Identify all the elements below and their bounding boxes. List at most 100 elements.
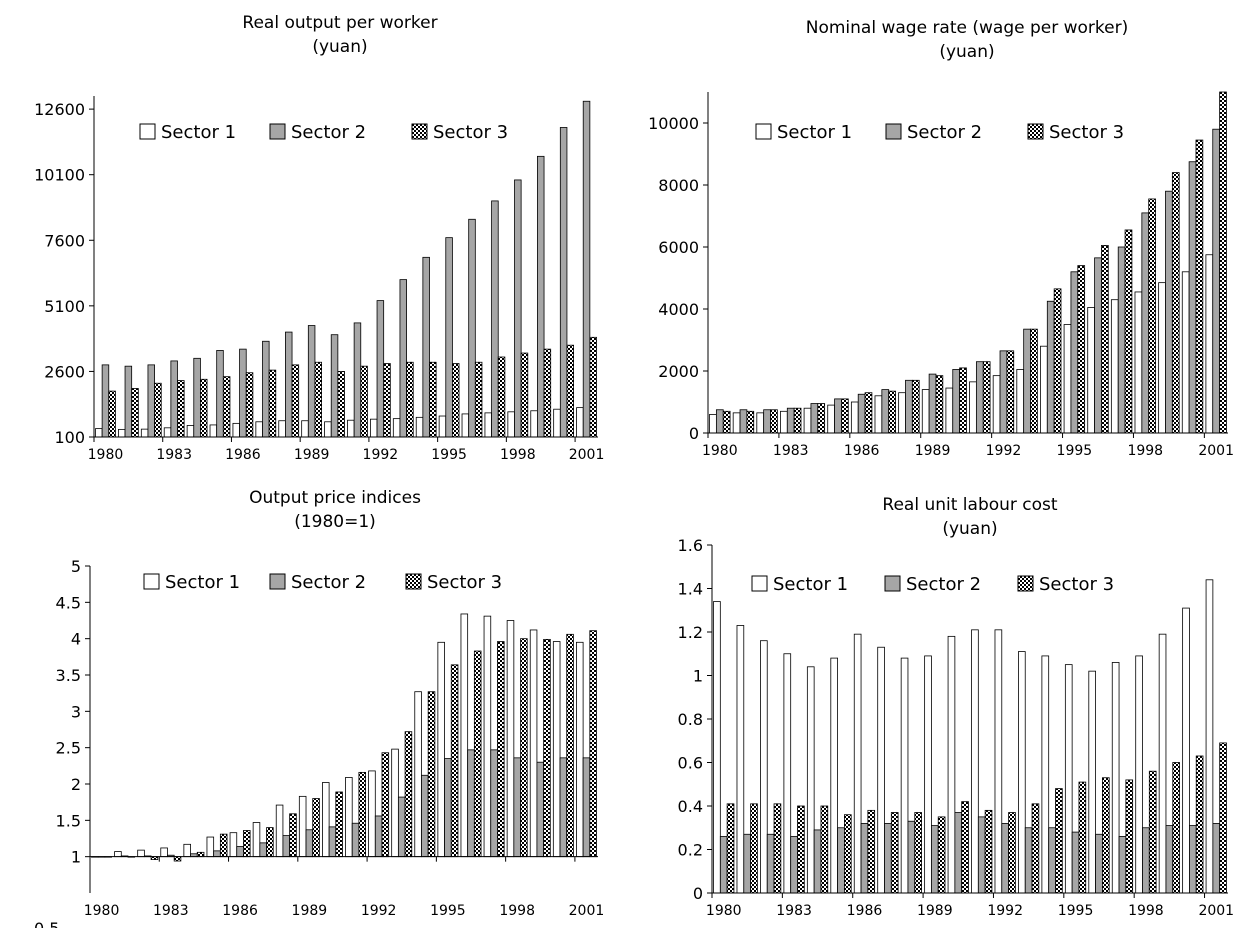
- bar-sector-3-1980: [726, 803, 735, 894]
- bar-sector-1-1981: [114, 851, 122, 858]
- y-tick-label: 0: [693, 884, 703, 903]
- bar-sector-2-1998: [513, 757, 521, 858]
- bar-sector-1-1982: [760, 640, 768, 894]
- legend-label-sector-2: Sector 2: [291, 572, 366, 593]
- bar-sector-3-1986: [867, 809, 876, 894]
- legend-label-sector-2: Sector 2: [906, 574, 981, 595]
- bar-sector-3-1997: [1125, 779, 1134, 894]
- bar-sector-3-1997: [497, 641, 505, 858]
- bar-sector-3-1991: [360, 365, 368, 438]
- bar-sector-2-1988: [907, 820, 916, 894]
- bar-sector-1-1989: [924, 655, 932, 894]
- bar-sector-2-2001: [582, 100, 591, 438]
- bar-sector-3-1987: [268, 369, 277, 438]
- bar-sector-1-1991: [971, 629, 979, 894]
- bar-sector-2-1991: [351, 822, 360, 858]
- bar-sector-3-1998: [1148, 770, 1157, 894]
- bar-sector-3-1983: [793, 407, 802, 434]
- chart-subtitle: (yuan): [939, 42, 994, 62]
- bar-sector-3-1983: [177, 380, 185, 438]
- bar-sector-3-1992: [381, 752, 390, 858]
- chart-title: Output price indices: [249, 488, 421, 508]
- bar-sector-2-1993: [1024, 827, 1033, 894]
- bar-sector-2-1992: [999, 350, 1008, 434]
- y-tick-label: 4: [71, 630, 81, 649]
- bar-sector-1-1984: [186, 425, 195, 438]
- bar-sector-1-1990: [947, 635, 956, 894]
- bar-sector-3-1989: [935, 375, 944, 434]
- bar-sector-3-1999: [1171, 172, 1180, 434]
- y-tick-label: 2000: [658, 362, 699, 381]
- bar-sector-3-1998: [520, 638, 528, 858]
- bar-sector-2-1986: [860, 823, 869, 894]
- bar-sector-3-1993: [1030, 328, 1038, 434]
- x-tick-label: 1992: [363, 447, 399, 463]
- y-tick-label: 0: [689, 424, 699, 443]
- legend-swatch-sector-2: [885, 123, 902, 140]
- y-tick-label: 1.2: [678, 623, 703, 642]
- bar-sector-2-1992: [1001, 823, 1009, 894]
- bar-sector-1-1987: [877, 646, 885, 894]
- bar-sector-1-1992: [992, 375, 1001, 434]
- bar-sector-3-1990: [337, 371, 345, 438]
- bar-sector-2-1991: [977, 816, 986, 894]
- x-tick-label: 1983: [773, 443, 809, 459]
- bar-sector-2-1982: [147, 364, 155, 438]
- bar-sector-2-2000: [1188, 161, 1197, 434]
- bar-sector-2-1990: [954, 812, 963, 894]
- x-tick-label: 1995: [431, 447, 467, 463]
- legend-label-sector-3: Sector 3: [427, 572, 502, 593]
- y-tick-label: 0.4: [678, 797, 703, 816]
- bar-sector-2-1987: [881, 389, 890, 434]
- bar-sector-2-1996: [468, 218, 476, 438]
- x-tick-label: 1998: [500, 447, 536, 463]
- bar-sector-3-1988: [289, 813, 297, 858]
- bar-sector-1-1990: [322, 782, 330, 858]
- y-tick-label: 8000: [658, 176, 699, 195]
- bar-sector-1-1985: [830, 657, 838, 894]
- x-tick-label: 1998: [1127, 443, 1163, 459]
- bar-sector-1-1994: [415, 416, 424, 438]
- legend-swatch-sector-1: [755, 123, 772, 140]
- bar-sector-1-1997: [484, 412, 492, 438]
- bar-sector-2-1988: [282, 835, 291, 858]
- bar-sector-2-1987: [259, 842, 267, 858]
- bar-sector-1-2000: [1182, 607, 1190, 894]
- x-tick-label: 1995: [1057, 443, 1093, 459]
- bar-sector-1-1982: [137, 849, 145, 858]
- bar-sector-2-1983: [170, 360, 178, 438]
- y-tick-label: 3: [71, 702, 81, 721]
- bar-sector-1-1993: [1016, 369, 1025, 434]
- bar-sector-2-1981: [743, 833, 751, 894]
- bar-sector-1-1999: [530, 410, 538, 438]
- x-tick-label: 1998: [499, 903, 535, 919]
- bar-sector-3-2001: [1219, 742, 1227, 894]
- bar-sector-1-1980: [713, 601, 721, 894]
- bar-sector-2-1999: [1165, 825, 1174, 894]
- bar-sector-3-1984: [200, 378, 208, 438]
- bar-sector-3-1985: [219, 833, 228, 858]
- bar-sector-3-2000: [566, 633, 574, 858]
- legend-swatch-sector-3: [411, 123, 428, 140]
- bar-sector-1-1986: [850, 401, 859, 434]
- bar-sector-3-1999: [543, 638, 551, 858]
- bar-sector-2-1996: [1094, 257, 1102, 434]
- bar-sector-2-1989: [928, 373, 937, 434]
- legend-label-sector-3: Sector 3: [1049, 122, 1124, 143]
- bar-sector-2-1980: [715, 409, 724, 434]
- bar-sector-2-1984: [193, 357, 201, 438]
- bar-sector-3-1991: [984, 809, 993, 894]
- chart-title: Nominal wage rate (wage per worker): [806, 18, 1129, 38]
- bar-sector-2-1992: [376, 300, 385, 438]
- x-tick-label: 1989: [915, 443, 951, 459]
- bar-sector-2-1980: [101, 364, 110, 438]
- bar-sector-1-1995: [437, 641, 445, 858]
- legend-label-sector-3: Sector 3: [433, 122, 508, 143]
- y-tick-label: 1.6: [678, 536, 703, 555]
- bar-sector-3-1988: [291, 364, 300, 438]
- bar-sector-2-1989: [931, 825, 939, 894]
- bar-sector-2-1997: [1117, 246, 1126, 434]
- x-tick-label: 1986: [847, 903, 883, 919]
- bar-sector-1-1987: [252, 822, 261, 858]
- bar-sector-3-1986: [243, 830, 251, 858]
